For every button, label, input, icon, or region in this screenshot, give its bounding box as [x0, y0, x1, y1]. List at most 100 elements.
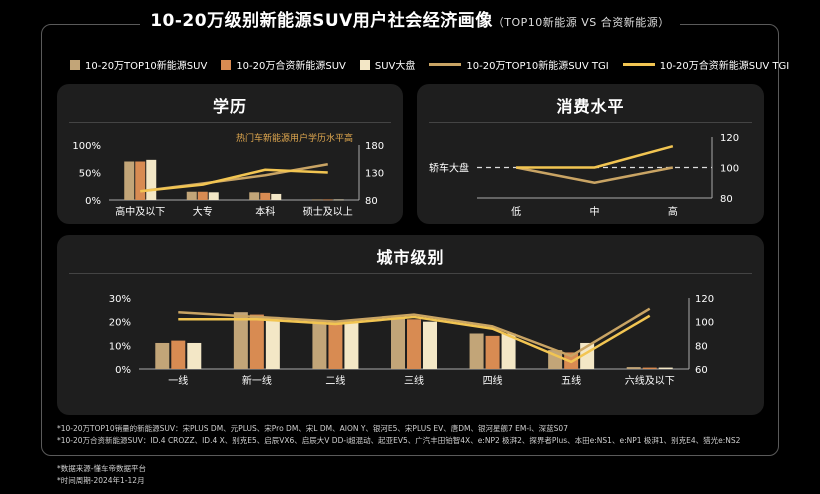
legend-line — [622, 63, 655, 66]
legend-label: 10-20万TOP10新能源SUV TGI — [466, 61, 609, 72]
bar — [171, 340, 186, 369]
y-tick-label: 100% — [72, 141, 101, 152]
baseline-label: 轿车大盘 — [429, 162, 469, 175]
bar — [407, 319, 421, 369]
title-text: 10-20万级别新能源SUV用户社会经济画像 — [150, 11, 493, 31]
legend-label: 10-20万合资新能源SUV — [236, 61, 346, 72]
tgi-line — [140, 168, 328, 193]
bar — [197, 191, 208, 200]
footer-line: *数据来源-懂车帝数据平台 — [57, 464, 146, 473]
bar — [155, 342, 170, 369]
legend-label: 10-20万合资新能源SUV TGI — [659, 61, 790, 72]
legend-item-top10-bar: 10-20万TOP10新能源SUV — [70, 57, 207, 72]
legend-item-top10-tgi: 10-20万TOP10新能源SUV TGI — [429, 57, 609, 72]
city-chart: 30% 20% 10% 0% 120 100 80 60 一线 新一线 二线 三线 四线 五线 六线及以下 — [109, 294, 714, 387]
education-annotation: 热门车新能源用户学历水平高 — [236, 132, 353, 144]
y-tick-label: 100 — [720, 164, 739, 175]
bar — [233, 312, 248, 369]
bar — [208, 192, 219, 200]
x-tick-label: 三线 — [404, 374, 424, 387]
education-panel: 学历 100% 50% 0% 180 130 80 高中及以下 大专 本科 硕士及以上 热门车新能源… — [57, 84, 403, 224]
bar — [501, 333, 516, 369]
divider — [429, 122, 752, 123]
bar — [658, 367, 673, 369]
y2-tick-label: 120 — [695, 294, 714, 305]
bar — [124, 161, 135, 200]
legend-swatch — [70, 59, 80, 70]
x-tick-label: 二线 — [325, 374, 345, 387]
tgi-line — [178, 314, 651, 364]
legend-item-suv-bar: SUV大盘 — [359, 57, 416, 72]
footer-line: *时间周期-2024年1-12月 — [57, 476, 145, 485]
bar — [311, 199, 322, 201]
legend: 10-20万TOP10新能源SUV 10-20万合资新能源SUV SUV大盘 1… — [70, 57, 789, 72]
y-tick-label: 0% — [115, 365, 131, 376]
legend-label: 10-20万TOP10新能源SUV — [85, 61, 208, 72]
note-line: *10-20万TOP10销量的新能源SUV：宋PLUS DM、元PLUS、宋Pr… — [57, 424, 568, 433]
bar — [135, 161, 146, 200]
bar — [271, 193, 282, 200]
x-tick-label: 五线 — [561, 374, 581, 387]
y-tick-label: 20% — [109, 318, 131, 329]
x-tick-label: 低 — [511, 205, 521, 218]
bar — [260, 192, 271, 200]
bar — [312, 321, 327, 369]
bar — [333, 199, 344, 201]
x-tick-label: 四线 — [483, 374, 503, 387]
x-tick-label: 高 — [668, 205, 678, 218]
footer: *数据来源-懂车帝数据平台 *时间周期-2024年1-12月 — [57, 463, 146, 487]
bar — [469, 333, 484, 369]
y-tick-label: 30% — [109, 294, 131, 305]
x-tick-label: 硕士及以上 — [303, 205, 353, 218]
bar — [391, 316, 405, 369]
y2-tick-label: 80 — [695, 341, 708, 352]
divider — [69, 122, 391, 123]
y2-tick-label: 80 — [365, 196, 378, 207]
legend-swatch — [359, 59, 370, 70]
y-tick-label: 50% — [79, 169, 101, 180]
legend-swatch — [221, 59, 232, 70]
bar — [322, 199, 333, 201]
y-tick-label: 80 — [720, 194, 733, 205]
education-title: 学历 — [212, 97, 247, 116]
consumption-title: 消费水平 — [556, 97, 625, 116]
bar — [344, 321, 359, 369]
education-chart: 100% 50% 0% 180 130 80 高中及以下 大专 本科 硕士及以上 热门车新能源用户学… — [72, 132, 384, 218]
x-tick-label: 中 — [590, 205, 600, 218]
tgi-line — [178, 307, 651, 358]
bar — [423, 321, 437, 369]
bar — [249, 314, 264, 369]
bar — [485, 335, 500, 369]
page-title: 10-20万级别新能源SUV用户社会经济画像（TOP10新能源 VS 合资新能源… — [0, 6, 820, 31]
x-tick-label: 高中及以下 — [115, 205, 165, 218]
consumption-panel: 消费水平 120 100 80 轿车大盘低 中 高 — [417, 84, 764, 224]
y2-tick-label: 60 — [695, 365, 708, 376]
y2-tick-label: 100 — [695, 318, 714, 329]
y-tick-label: 10% — [109, 341, 131, 352]
city-title: 城市级别 — [376, 248, 445, 267]
legend-item-jv-bar: 10-20万合资新能源SUV — [221, 57, 346, 72]
bar — [186, 191, 197, 200]
tgi-line — [515, 166, 674, 184]
x-tick-label: 六线及以下 — [625, 374, 675, 387]
legend-label: SUV大盘 — [374, 61, 416, 72]
bar — [265, 316, 280, 369]
bar — [328, 321, 343, 369]
legend-line — [429, 63, 462, 66]
note-line: *10-20万合资新能源SUV：ID.4 CROZZ、ID.4 X、别克E5、启… — [57, 436, 741, 445]
x-tick-label: 一线 — [168, 374, 188, 387]
city-panel: 城市级别 30% 20% 10% 0% 120 100 80 60 一线 新一线 二线 三线 四线 五线 六… — [57, 235, 764, 415]
subtitle-text: （TOP10新能源 VS 合资新能源） — [492, 16, 670, 29]
bar — [642, 367, 657, 369]
y2-tick-label: 130 — [365, 169, 384, 180]
bar — [146, 159, 157, 200]
divider — [69, 273, 752, 274]
bar — [187, 342, 202, 369]
notes: *10-20万TOP10销量的新能源SUV：宋PLUS DM、元PLUS、宋Pr… — [57, 423, 740, 447]
x-tick-label: 本科 — [255, 205, 275, 218]
y-tick-label: 0% — [85, 196, 101, 207]
x-tick-label: 大专 — [193, 205, 213, 218]
bar — [249, 192, 260, 200]
bar — [626, 367, 641, 369]
